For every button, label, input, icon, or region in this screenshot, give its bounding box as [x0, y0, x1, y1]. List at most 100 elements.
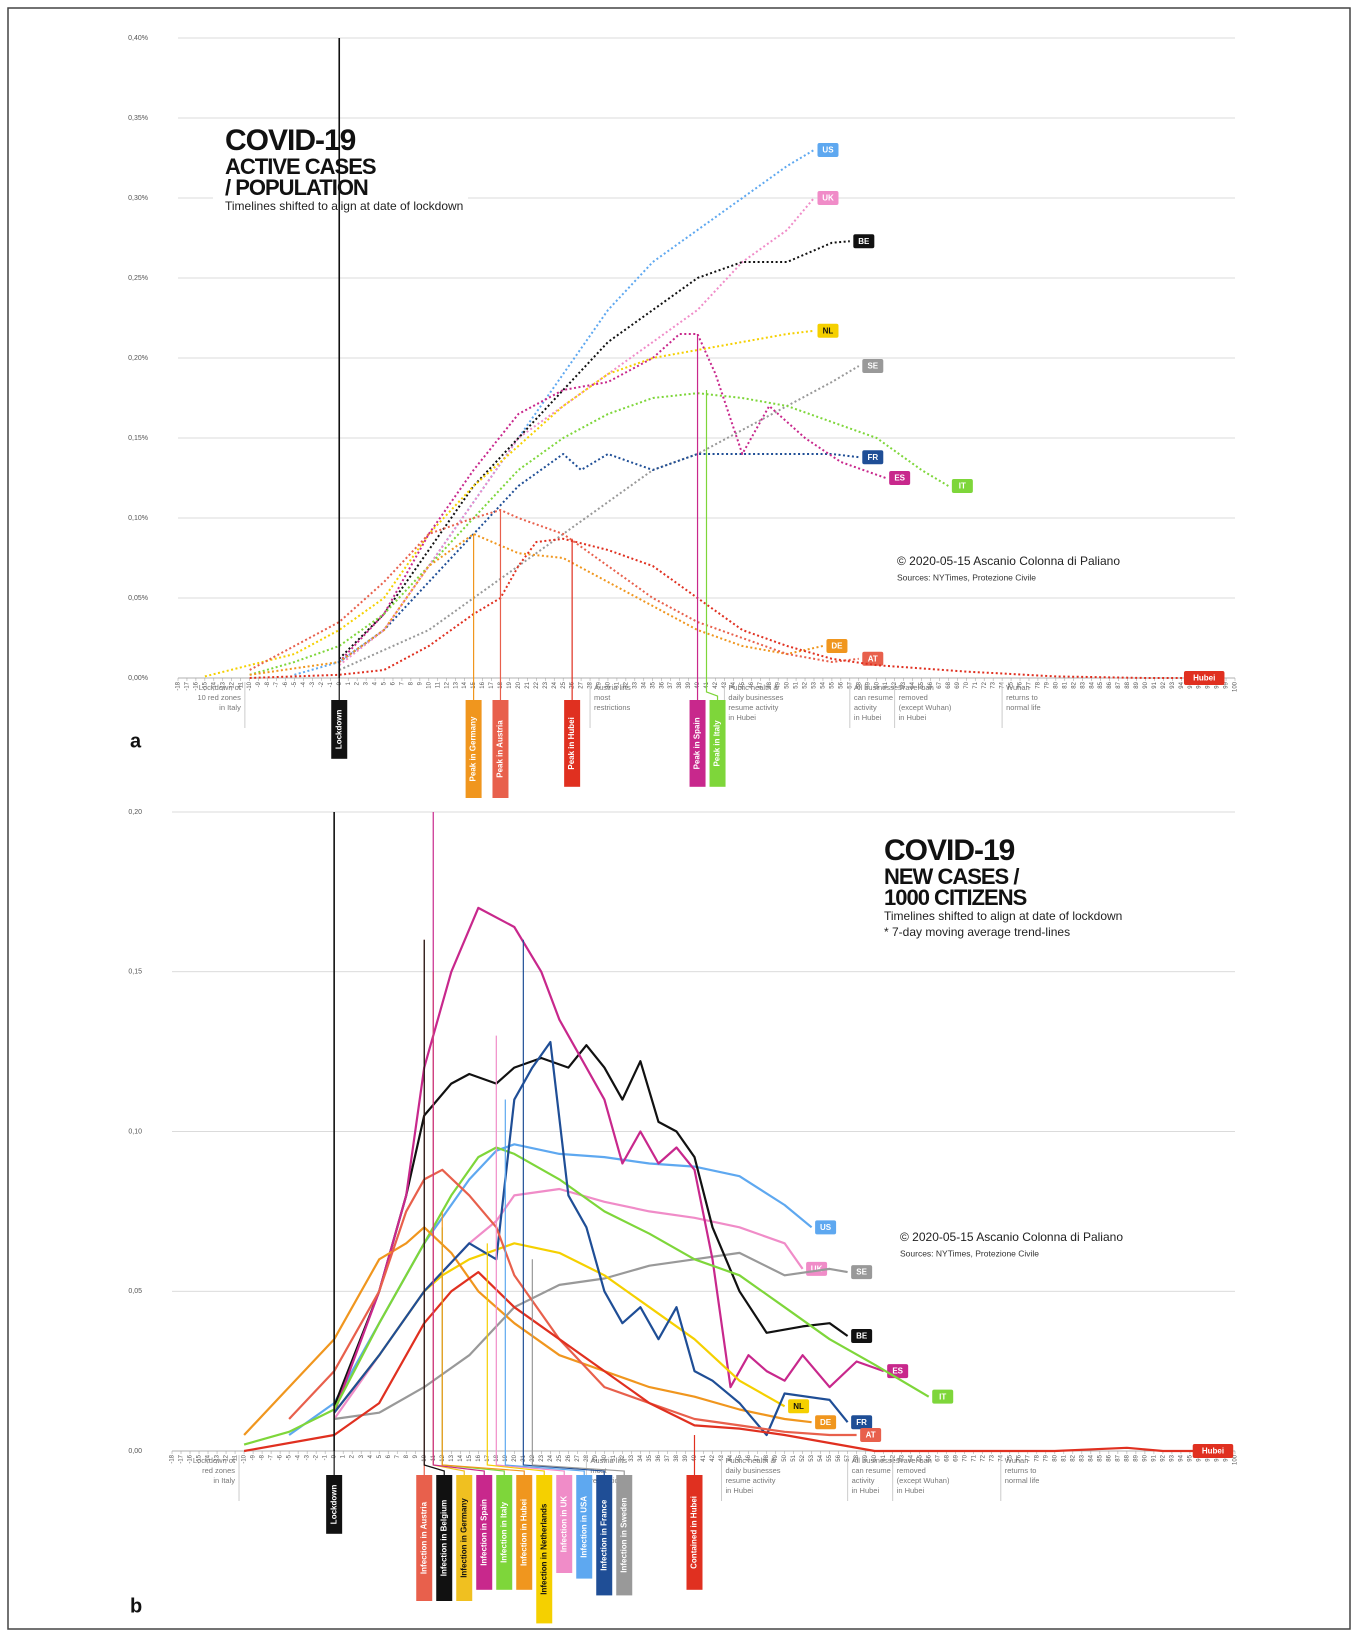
x-tick-label: 84: [1089, 681, 1095, 688]
x-tick-label: 60: [872, 1454, 878, 1461]
x-tick-label: 74: [1000, 681, 1006, 688]
x-tick-label: 3: [364, 681, 370, 685]
note-text: in Hubei: [852, 1486, 880, 1495]
note-text: returns to: [1006, 693, 1038, 702]
x-tick-label: -16: [188, 1454, 194, 1463]
x-tick-label: 3: [359, 1454, 365, 1458]
y-tick-label: 0,05: [128, 1288, 142, 1295]
x-tick-label: 26: [566, 1454, 572, 1461]
x-tick-label: -13: [215, 1454, 221, 1463]
x-tick-label: 66: [926, 1454, 932, 1461]
x-tick-label: -8: [265, 681, 271, 687]
note-text: red zones: [202, 1466, 235, 1475]
x-tick-label: -7: [269, 1454, 275, 1460]
x-tick-label: 75: [1009, 681, 1015, 688]
marker-label-box: [616, 1475, 633, 1596]
x-tick-label: 94: [1179, 1454, 1185, 1461]
x-tick-label: 42: [710, 1454, 716, 1461]
x-tick-label: 27: [579, 681, 585, 688]
x-tick-label: 37: [665, 1454, 671, 1461]
y-tick-label: 0,35%: [128, 115, 148, 122]
x-tick-label: 1: [346, 681, 352, 685]
x-tick-label: 30: [606, 681, 612, 688]
series-line: [333, 1044, 849, 1407]
x-tick-label: 38: [677, 681, 683, 688]
x-tick-label: -14: [206, 1454, 212, 1463]
x-tick-label: 2: [350, 1454, 356, 1458]
marker-leader: [522, 1451, 605, 1475]
sources: Sources: NYTimes, Protezione Civile: [900, 1248, 1039, 1258]
x-tick-label: 70: [962, 1454, 968, 1461]
x-tick-label: 9: [413, 1454, 419, 1458]
x-tick-label: 100: [1233, 681, 1239, 692]
x-tick-label: 55: [829, 681, 835, 688]
marker-label-box: [496, 1475, 513, 1590]
x-tick-label: -8: [260, 1454, 266, 1460]
credit: © 2020-05-15 Ascanio Colonna di Paliano: [897, 554, 1120, 568]
x-tick-label: 73: [989, 1454, 995, 1461]
series-label-box: [815, 1220, 837, 1235]
x-tick-label: -6: [278, 1454, 284, 1460]
x-tick-label: 77: [1027, 681, 1033, 688]
x-tick-label: -4: [301, 681, 307, 687]
x-tick-label: 94: [1179, 681, 1185, 688]
series-label: BE: [856, 1332, 868, 1341]
x-tick-label: 72: [982, 681, 988, 688]
marker-label: Infection in Belgium: [439, 1500, 448, 1576]
marker-leader: [486, 1451, 545, 1475]
marker-label: Infection in France: [599, 1499, 608, 1571]
x-tick-label: -2: [319, 681, 325, 687]
marker-label: Infection in USA: [579, 1496, 588, 1558]
note-text: in Hubei: [854, 713, 882, 722]
x-tick-label: 96: [1197, 1454, 1203, 1461]
x-tick-label: 12: [444, 681, 450, 688]
x-tick-label: 50: [782, 1454, 788, 1461]
x-tick-label: 42: [713, 681, 719, 688]
x-tick-label: -4: [296, 1454, 302, 1460]
marker-label: Contained in Hubei: [690, 1496, 699, 1569]
y-tick-label: 0,15: [128, 969, 142, 976]
x-tick-label: 79: [1043, 1454, 1049, 1461]
series-label: ES: [894, 474, 905, 483]
x-tick-label: 77: [1025, 1454, 1031, 1461]
x-tick-label: 70: [964, 681, 970, 688]
x-tick-label: 64: [910, 681, 916, 688]
marker-label-box: [709, 700, 726, 787]
x-tick-label: 66: [928, 681, 934, 688]
x-tick-label: 43: [719, 1454, 725, 1461]
note-text: in Hubei: [726, 1486, 754, 1495]
x-tick-label: 4: [368, 1454, 374, 1458]
x-tick-label: 99: [1224, 1454, 1230, 1461]
x-tick-label: -18: [170, 1454, 176, 1463]
x-tick-label: 71: [973, 681, 979, 688]
x-tick-label: 25: [557, 1454, 563, 1461]
x-tick-label: 96: [1197, 681, 1203, 688]
marker-label-box: [516, 1475, 533, 1590]
x-tick-label: 38: [674, 1454, 680, 1461]
marker-label-box: [564, 700, 581, 787]
marker-label-box: [476, 1475, 493, 1590]
x-tick-label: 51: [794, 681, 800, 688]
x-tick-label: 14: [462, 681, 468, 688]
chart-title: COVID-19: [884, 834, 1015, 867]
x-tick-label: -1: [323, 1454, 329, 1460]
x-tick-label: 97: [1206, 1454, 1212, 1461]
x-tick-label: 64: [908, 1454, 914, 1461]
series-label-box: [951, 479, 973, 493]
series-label-box: [862, 359, 884, 373]
note-text: normal life: [1006, 703, 1041, 712]
x-tick-label: -16: [193, 681, 199, 690]
chart-title: / POPULATION: [225, 175, 368, 200]
note-text: 10 red zones: [197, 693, 241, 702]
marker-leader: [531, 1451, 625, 1475]
x-tick-label: -9: [256, 681, 262, 687]
x-tick-label: 62: [892, 681, 898, 688]
series-label: DE: [831, 642, 843, 651]
x-tick-label: 69: [953, 1454, 959, 1461]
note-text: daily businesses: [728, 693, 783, 702]
x-tick-label: 73: [991, 681, 997, 688]
y-tick-label: 0,10: [128, 1128, 142, 1135]
x-tick-label: 2: [355, 681, 361, 685]
x-tick-label: 13: [449, 1454, 455, 1461]
